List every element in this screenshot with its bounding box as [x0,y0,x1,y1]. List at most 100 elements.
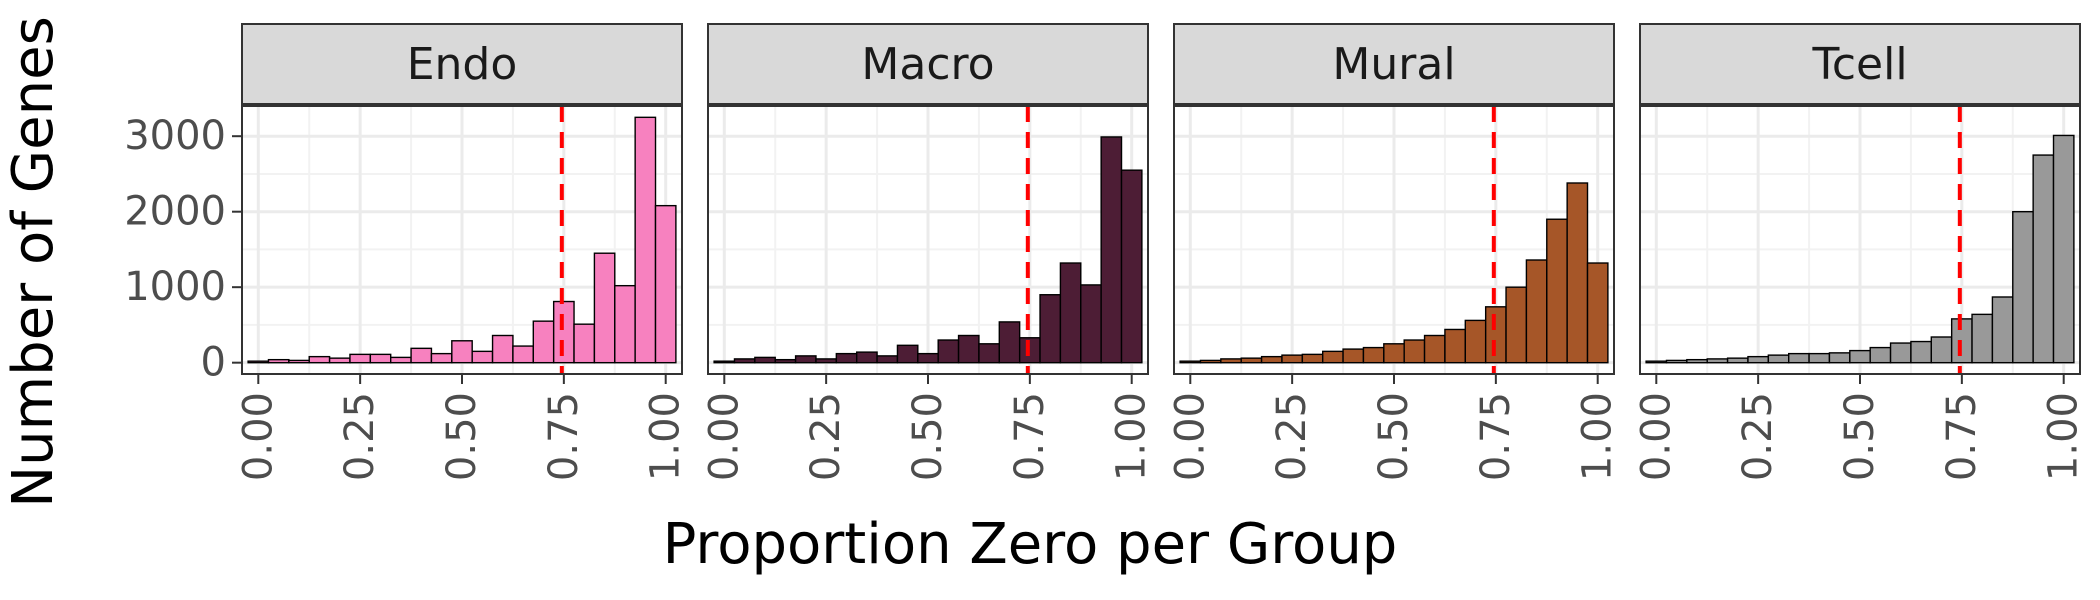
histogram-bar [733,358,756,364]
histogram-bar [1100,136,1123,364]
histogram-bar [1645,360,1668,364]
histogram-bar [1383,343,1405,364]
x-tick-label: 0.25 [1269,392,1315,481]
histogram-bar [1260,355,1283,364]
x-tick-label: 0.50 [439,392,485,481]
histogram-bar [1930,336,1953,364]
panels-layer: Endo 0.00 0.25 0.50 0.75 1.00 Macro 0.00 0.25 0.5… [235,23,2087,481]
histogram-bar [1444,328,1466,364]
histogram-bar [1828,352,1851,364]
panel-macro: Macro 0.00 0.25 0.50 0.75 1.00 [701,23,1155,481]
x-tick-label: 1.00 [643,392,689,481]
histogram-bar [1788,352,1810,364]
histogram-bar [998,321,1021,364]
facet-strip-label: Endo [407,39,518,90]
histogram-bar [774,358,797,364]
x-tick-label: 0.75 [1939,392,1985,481]
facet-strip [1173,23,1615,105]
histogram-bar [1747,355,1770,364]
histogram-bar [1342,348,1365,364]
x-tick-label: 0.75 [1007,392,1053,481]
histogram-bar [369,353,392,364]
histogram-bar [1362,346,1385,364]
histogram-bar [713,360,736,364]
histogram-bar [1080,284,1102,364]
panel-endo: Endo 0.00 0.25 0.50 0.75 1.00 [235,23,689,481]
x-tick-label: 0.25 [1735,392,1781,481]
histogram-bar [1950,318,1973,364]
histogram-bar [978,343,1000,364]
histogram-bar [532,320,555,364]
histogram-bar [1322,350,1344,364]
histogram-bar [794,355,817,364]
histogram-bar [1849,349,1871,364]
histogram-bar [1566,182,1589,364]
histogram-bar [1059,262,1082,364]
histogram-bar [1726,357,1749,364]
facet-strip [1639,23,2081,105]
histogram-bar [1665,359,1688,364]
facet-strip [241,23,683,105]
histogram-bar [957,334,980,364]
y-tick-label: 3000 [124,113,226,159]
histogram-bar [1706,358,1729,364]
x-tick-label: 0.00 [1633,392,1679,481]
histogram-bar [1240,357,1263,364]
histogram-bar [2032,154,2055,364]
x-tick-label: 1.00 [2041,392,2087,481]
histogram-bar [614,284,636,364]
histogram-bar [1525,259,1548,364]
histogram-bar [491,334,514,364]
panel-tcell: Tcell 0.00 0.25 0.50 0.75 1.00 [1633,23,2087,481]
histogram-bar [876,355,899,364]
histogram-bar [896,344,919,364]
histogram-bar [349,353,372,364]
histogram-bar [471,350,494,364]
histogram-bar [390,356,412,364]
histogram-bar [1546,218,1568,364]
histogram-bar [593,252,616,364]
histogram-bar [247,360,270,364]
x-tick-label: 1.00 [1575,392,1621,481]
x-tick-label: 0.00 [701,392,747,481]
histogram-bar [1301,353,1324,364]
x-axis-title: Proportion Zero per Group [663,512,1398,577]
panel-mural: Mural 0.00 0.25 0.50 0.75 1.00 [1167,23,1621,481]
histogram-bar [1220,358,1242,364]
histogram-bar [917,352,939,364]
histogram-bar [1403,339,1426,364]
y-tick-label: 1000 [124,264,226,310]
x-tick-label: 0.25 [803,392,849,481]
histogram-bar [1199,359,1222,364]
x-tick-label: 0.75 [541,392,587,481]
histogram-bar [573,323,596,364]
histogram-bar [937,339,960,364]
histogram-bar [1767,354,1790,364]
histogram-bar [1281,354,1304,364]
histogram-bar [267,358,290,364]
histogram-bar [1808,352,1831,364]
x-tick-label: 0.50 [1371,392,1417,481]
histogram-bar [2012,210,2034,364]
y-axis: 0 1000 2000 3000 [124,113,242,386]
histogram-bar [430,352,453,364]
histogram-bar [1179,360,1202,364]
histogram-bar [1423,334,1446,364]
facet-strip-label: Tcell [1811,39,1907,90]
x-tick-label: 0.50 [905,392,951,481]
x-tick-label: 0.25 [337,392,383,481]
histogram-bar [1889,342,1912,364]
x-tick-label: 0.00 [235,392,281,481]
histogram-bar [2052,134,2075,364]
histogram-bar [1484,306,1507,364]
x-tick-label: 0.00 [1167,392,1213,481]
histogram-bar [288,359,310,364]
x-tick-label: 1.00 [1109,392,1155,481]
histogram-bar [1120,169,1143,364]
histogram-bar [815,358,838,364]
histogram-bar [410,347,433,364]
histogram-bar [835,352,858,364]
facet-strip-label: Mural [1332,39,1455,90]
histogram-bar [634,116,657,364]
